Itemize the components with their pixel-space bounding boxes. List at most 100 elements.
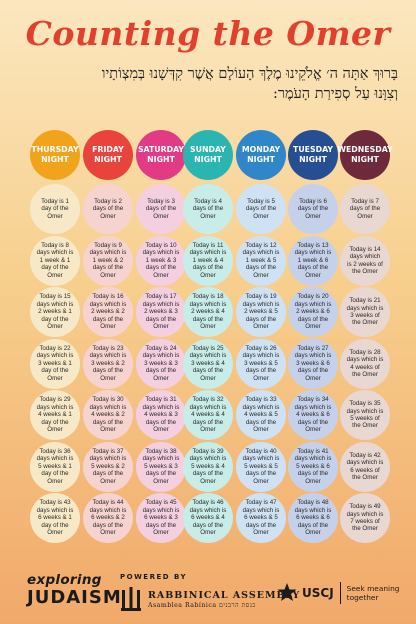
night-header: SUNDAY NIGHT [183, 130, 233, 180]
omer-day-text: Today is 17 days which is 2 weeks & 3 da… [142, 293, 180, 331]
night-header: SATURDAY NIGHT [136, 130, 186, 180]
omer-day-text: Today is 38 days which is 5 weeks & 3 da… [142, 447, 180, 485]
omer-day-circle: Today is 39 days which is 5 weeks & 4 da… [183, 441, 233, 492]
omer-day-text: Today is 7 days of the Omer [349, 197, 381, 220]
ra-name: RABBINICAL ASSEMBLY [148, 589, 301, 601]
omer-day-text: Today is 11 days which is 1 week & 4 day… [189, 241, 227, 279]
omer-day-text: Today is 18 days which is 2 weeks & 4 da… [189, 293, 227, 331]
omer-day-circle: Today is 23 days which is 3 weeks & 2 da… [83, 338, 133, 389]
omer-day-circle: Today is 10 days which is 1 week & 3 day… [136, 235, 186, 286]
night-header-label: SATURDAY NIGHT [137, 145, 185, 164]
omer-day-circle: Today is 24 days which is 3 weeks & 3 da… [136, 338, 186, 389]
omer-day-circle: Today is 44 days which is 6 weeks & 2 da… [83, 493, 133, 543]
omer-day-text: Today is 37 days which is 5 weeks & 2 da… [89, 447, 127, 485]
omer-day-text: Today is 42 days which is 6 weeks of the… [346, 451, 384, 481]
omer-day-circle: Today is 37 days which is 5 weeks & 2 da… [83, 441, 133, 492]
omer-day-text: Today is 33 days which is 4 weeks & 5 da… [242, 396, 280, 434]
omer-day-text: Today is 41 days which is 5 weeks & 6 da… [294, 447, 332, 485]
omer-day-circle: Today is 16 days which is 2 weeks & 2 da… [83, 287, 133, 337]
night-header-label: TUESDAY NIGHT [293, 145, 333, 164]
omer-day-circle: Today is 18 days which is 2 weeks & 4 da… [183, 287, 233, 337]
night-header-label: WEDNESDAY NIGHT [337, 145, 393, 164]
ra-emblem-icon [120, 586, 142, 612]
omer-day-circle: Today is 3 days of the Omer [136, 184, 186, 234]
omer-day-circle: Today is 8 days which is 1 week & 1 day … [30, 235, 80, 286]
footer: exploring JUDAISM POWERED BY RABBINICAL … [0, 562, 416, 624]
omer-day-text: Today is 22 days which is 3 weeks & 1 da… [36, 344, 74, 382]
blessing-text: בָּרוּךְ אַתָּה ה׳ אֱלֹקֵינוּ מֶלֶךְ הָע… [18, 64, 398, 104]
omer-day-circle: Today is 43 days which is 6 weeks & 1 da… [30, 493, 80, 543]
omer-day-circle: Today is 33 days which is 4 weeks & 5 da… [236, 390, 286, 440]
omer-day-circle: Today is 5 days of the Omer [236, 184, 286, 234]
omer-day-text: Today is 6 days of the Omer [297, 197, 329, 220]
omer-day-text: Today is 14 days which is 2 weeks of the… [347, 245, 383, 275]
exploring-judaism-logo: exploring JUDAISM [27, 572, 122, 608]
star-icon [277, 583, 297, 601]
omer-day-circle: Today is 19 days which is 2 weeks & 5 da… [236, 287, 286, 337]
omer-day-text: Today is 48 days which is 6 weeks & 6 da… [294, 499, 332, 537]
omer-day-circle: Today is 47 days which is 6 weeks & 5 da… [236, 493, 286, 543]
night-header-label: MONDAY NIGHT [241, 145, 281, 164]
omer-day-circle: Today is 15 days which is 2 weeks & 1 da… [30, 287, 80, 337]
omer-day-circle: Today is 14 days which is 2 weeks of the… [340, 235, 390, 286]
omer-day-text: Today is 25 days which is 3 weeks & 4 da… [189, 344, 227, 382]
omer-day-text: Today is 13 days which is 1 week & 6 day… [294, 241, 332, 279]
omer-day-text: Today is 44 days which is 6 weeks & 2 da… [89, 499, 127, 537]
omer-day-circle: Today is 46 days which is 6 weeks & 4 da… [183, 493, 233, 543]
omer-day-circle: Today is 32 days which is 4 weeks & 4 da… [183, 390, 233, 440]
uscj-divider [339, 582, 341, 604]
omer-day-text: Today is 30 days which is 4 weeks & 2 da… [89, 396, 127, 434]
omer-day-text: Today is 9 days which is 1 week & 2 days… [89, 241, 127, 279]
omer-day-circle: Today is 17 days which is 2 weeks & 3 da… [136, 287, 186, 337]
omer-day-text: Today is 31 days which is 4 weeks & 3 da… [142, 396, 180, 434]
omer-day-text: Today is 32 days which is 4 weeks & 4 da… [189, 396, 227, 434]
omer-day-text: Today is 49 days which is 7 weeks of the… [346, 503, 384, 533]
logo-judaism: JUDAISM [27, 587, 122, 608]
omer-day-text: Today is 28 days which is 4 weeks of the… [346, 348, 384, 378]
omer-day-text: Today is 26 days which is 3 weeks & 5 da… [242, 344, 280, 382]
omer-day-text: Today is 20 days which is 2 weeks & 6 da… [294, 293, 332, 331]
omer-day-circle: Today is 36 days which is 5 weeks & 1 da… [30, 441, 80, 492]
uscj-tagline: Seek meaning together [346, 584, 400, 602]
ra-subtitle: Asamblea Rabínica כנסת הרבנים [148, 601, 256, 609]
omer-day-circle: Today is 35 days which is 5 weeks of the… [340, 390, 390, 440]
omer-day-circle: Today is 6 days of the Omer [288, 184, 338, 234]
omer-day-circle: Today is 40 days which is 5 weeks & 5 da… [236, 441, 286, 492]
night-header: FRIDAY NIGHT [83, 130, 133, 180]
omer-day-circle: Today is 27 days which is 3 weeks & 6 da… [288, 338, 338, 389]
omer-day-circle: Today is 26 days which is 3 weeks & 5 da… [236, 338, 286, 389]
omer-day-circle: Today is 9 days which is 1 week & 2 days… [83, 235, 133, 286]
omer-day-text: Today is 4 days of the Omer [192, 197, 224, 220]
omer-day-circle: Today is 49 days which is 7 weeks of the… [340, 493, 390, 543]
omer-day-text: Today is 12 days which is 1 week & 5 day… [242, 241, 280, 279]
omer-day-text: Today is 21 days which is 3 weeks of the… [346, 297, 384, 327]
page-title: Counting the Omer [25, 14, 391, 53]
omer-day-circle: Today is 45 days which is 6 weeks & 3 da… [136, 493, 186, 543]
powered-by-label: POWERED BY [120, 573, 188, 581]
omer-day-circle: Today is 21 days which is 3 weeks of the… [340, 287, 390, 337]
omer-day-text: Today is 47 days which is 6 weeks & 5 da… [242, 499, 280, 537]
omer-day-text: Today is 45 days which is 6 weeks & 3 da… [142, 499, 180, 537]
omer-day-text: Today is 5 days of the Omer [245, 197, 277, 220]
blessing-line-2: וְצִוָּנוּ עַל סְפִירַת הָעֹמֶר: [272, 86, 398, 102]
logo-exploring: exploring [27, 572, 102, 588]
omer-day-circle: Today is 34 days which is 4 weeks & 6 da… [288, 390, 338, 440]
omer-day-circle: Today is 38 days which is 5 weeks & 3 da… [136, 441, 186, 492]
omer-day-circle: Today is 22 days which is 3 weeks & 1 da… [30, 338, 80, 389]
omer-day-circle: Today is 4 days of the Omer [183, 184, 233, 234]
omer-day-text: Today is 40 days which is 5 weeks & 5 da… [242, 447, 280, 485]
omer-day-text: Today is 43 days which is 6 weeks & 1 da… [36, 499, 74, 537]
rabbinical-assembly-logo: RABBINICAL ASSEMBLY Asamblea Rabínica כנ… [120, 586, 300, 612]
omer-day-text: Today is 34 days which is 4 weeks & 6 da… [294, 396, 332, 434]
omer-day-text: Today is 39 days which is 5 weeks & 4 da… [189, 447, 227, 485]
omer-day-circle: Today is 13 days which is 1 week & 6 day… [288, 235, 338, 286]
night-header-label: SUNDAY NIGHT [190, 145, 226, 164]
omer-day-text: Today is 1 day of the Omer [41, 197, 69, 220]
omer-day-circle: Today is 31 days which is 4 weeks & 3 da… [136, 390, 186, 440]
night-header: MONDAY NIGHT [236, 130, 286, 180]
omer-day-circle: Today is 1 day of the Omer [30, 184, 80, 234]
uscj-logo: USCJ Seek meaning together [276, 582, 411, 604]
night-header: WEDNESDAY NIGHT [337, 130, 393, 180]
omer-day-circle: Today is 28 days which is 4 weeks of the… [340, 338, 390, 389]
